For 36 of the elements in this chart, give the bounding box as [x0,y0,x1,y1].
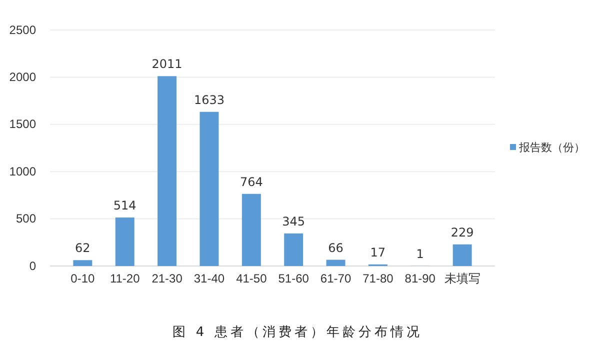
data-label: 66 [328,240,344,255]
x-tick-label: 未填写 [444,272,480,286]
bar [242,194,261,266]
data-label: 764 [240,174,263,189]
x-tick-label: 0-10 [70,272,96,286]
data-label: 2011 [152,57,182,72]
data-label: 229 [450,225,474,240]
text: 图 4 患者（消费者）年龄分布情况 [172,325,422,340]
y-tick-label: 500 [16,212,36,226]
x-tick-label: 81-90 [404,272,436,286]
x-tick-label: 11-20 [110,272,140,286]
x-tick-label: 31-40 [194,272,225,286]
data-label: 1 [416,246,424,261]
x-tick-label: 41-50 [236,272,268,286]
y-tick-label: 2500 [9,22,36,37]
data-label: 514 [113,198,136,212]
bar [158,76,177,266]
bar [452,244,472,266]
data-label: 17 [370,245,386,260]
bar [73,260,92,266]
legend-label: 报告数（份） [518,141,585,154]
y-tick-label: 0 [29,258,36,273]
data-label: 1633 [194,92,225,107]
data-label: 345 [282,214,306,228]
bar [284,233,304,266]
x-tick-label: 21-30 [152,272,183,286]
y-tick-label: 2000 [9,70,36,84]
bar [115,217,134,266]
x-tick-label: 61-70 [320,272,352,286]
x-tick-label: 51-60 [278,272,310,286]
x-tick-label: 71-80 [362,272,394,286]
y-tick-label: 1500 [9,117,36,132]
y-tick-label: 1000 [9,164,36,178]
data-label: 62 [75,241,90,256]
bar [200,112,219,266]
bar [326,260,346,266]
